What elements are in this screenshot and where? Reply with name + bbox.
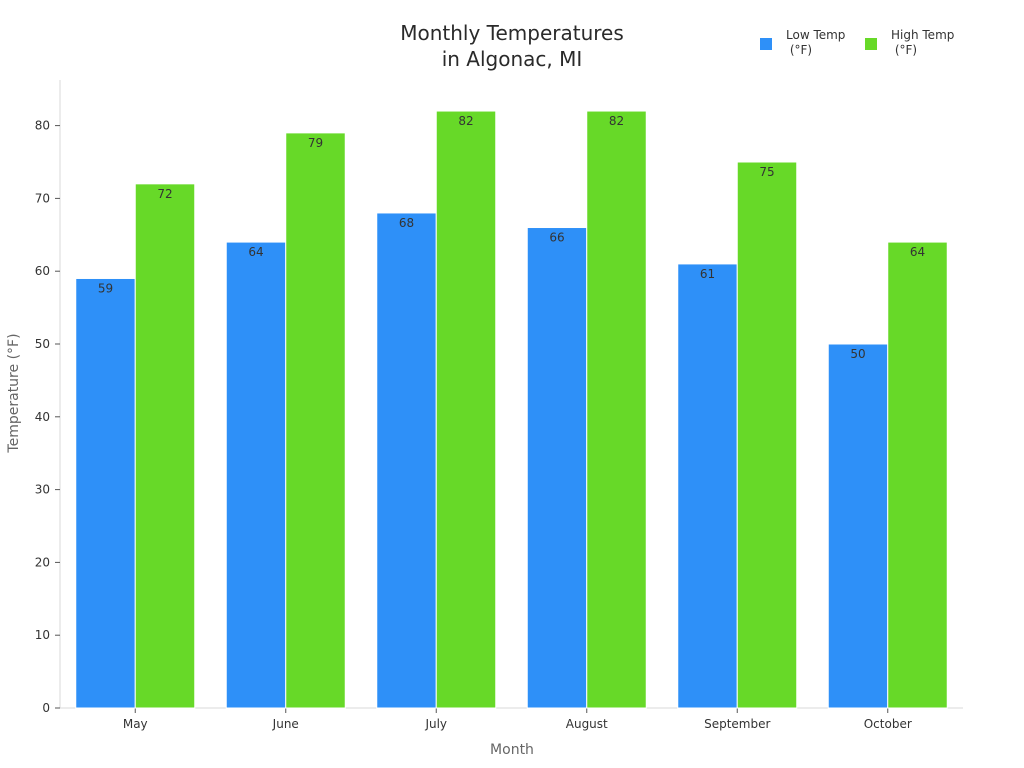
bar-value-label: 82 <box>609 114 624 128</box>
bar-value-label: 75 <box>759 165 774 179</box>
bar-low-temp <box>376 212 437 709</box>
bar-high-temp <box>736 161 798 709</box>
x-axis-label: Month <box>490 742 534 758</box>
legend-item-high: High Temp (°F) <box>865 28 954 58</box>
x-tick-label: June <box>272 717 299 731</box>
legend-swatch-low <box>760 38 772 50</box>
bar-high-temp <box>285 132 346 709</box>
legend-swatch-high <box>865 38 877 50</box>
legend-label-low: Low Temp (°F) <box>786 28 846 57</box>
y-tick-label: 10 <box>35 628 50 642</box>
bar-value-label: 59 <box>98 281 113 295</box>
bar-value-label: 61 <box>700 267 715 281</box>
y-tick-label: 70 <box>35 191 50 205</box>
x-tick-label: July <box>424 717 447 731</box>
y-tick-label: 80 <box>35 119 50 133</box>
bar-value-label: 82 <box>458 114 473 128</box>
bar-low-temp <box>827 343 889 709</box>
bar-value-label: 79 <box>308 136 323 150</box>
y-tick-label: 0 <box>42 701 50 715</box>
bar-value-label: 64 <box>248 245 263 259</box>
x-tick-label: May <box>123 717 148 731</box>
bar-value-label: 50 <box>850 347 865 361</box>
chart-title-line-2: in Algonac, MI <box>441 47 583 71</box>
bar-low-temp <box>225 241 287 709</box>
x-tick-label: October <box>864 717 912 731</box>
y-tick-label: 30 <box>35 483 50 497</box>
y-tick-label: 40 <box>35 410 50 424</box>
bar-high-temp <box>134 183 196 709</box>
y-tick-label: 20 <box>35 555 50 569</box>
chart-title: Monthly Temperatures in Algonac, MI <box>362 20 662 72</box>
y-tick-label: 60 <box>35 264 50 278</box>
x-tick-label: September <box>704 717 770 731</box>
bar-low-temp <box>677 263 738 709</box>
bar-high-temp <box>435 110 497 709</box>
bar-low-temp <box>75 277 136 709</box>
chart-title-line-1: Monthly Temperatures <box>400 21 624 45</box>
legend-item-low: Low Temp (°F) <box>760 28 845 58</box>
bar-high-temp <box>586 110 647 709</box>
bar-value-label: 64 <box>910 245 925 259</box>
y-tick-label: 50 <box>35 337 50 351</box>
x-tick-label: August <box>566 717 608 731</box>
bar-low-temp <box>526 227 588 709</box>
legend-label-high: High Temp (°F) <box>891 28 955 57</box>
bar-value-label: 68 <box>399 216 414 230</box>
bar-high-temp <box>887 241 948 709</box>
bar-value-label: 66 <box>549 231 564 245</box>
bar-value-label: 72 <box>157 187 172 201</box>
